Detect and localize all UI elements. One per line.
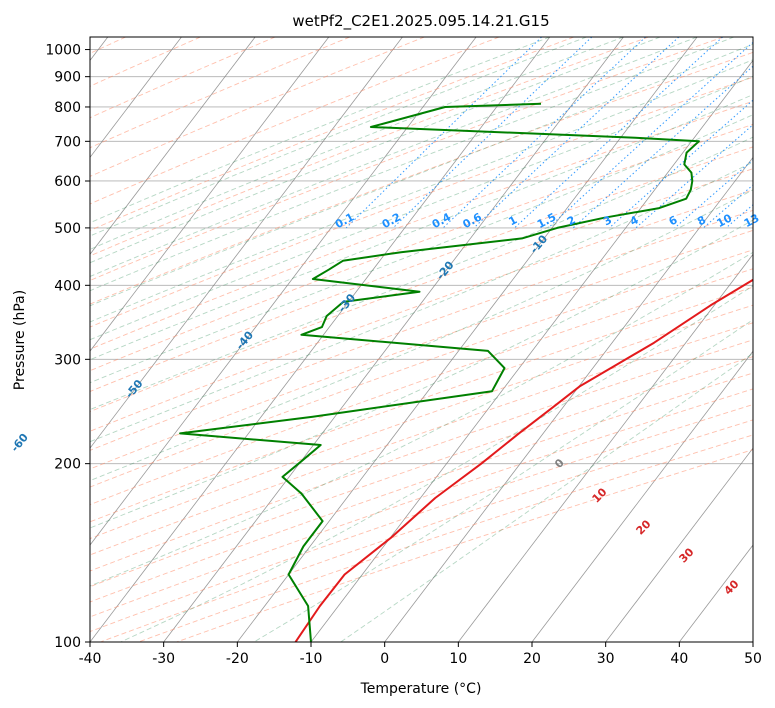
x-tick-label: -30 <box>152 651 175 667</box>
y-tick-label: 600 <box>54 174 81 190</box>
mixing-ratio-line <box>392 37 593 229</box>
x-tick-label: -40 <box>79 651 102 667</box>
x-tick-label: 30 <box>597 651 615 667</box>
dry-adiabat-line <box>90 249 753 488</box>
isotherm-line <box>605 447 753 642</box>
moist-adiabat-line <box>90 37 624 250</box>
plot-frame <box>89 36 754 643</box>
y-tick-label: 100 <box>54 635 81 651</box>
moist-adiabat-line <box>90 75 753 341</box>
dry-adiabat-line <box>90 168 753 413</box>
mixing-ratio-line <box>547 41 753 229</box>
y-tick-label: 300 <box>54 352 81 368</box>
dry-adiabat-line <box>90 51 753 305</box>
mixing-ratio-line <box>572 65 753 229</box>
dry-adiabat-line <box>90 76 753 328</box>
dry-adiabat-line <box>90 268 753 506</box>
sounding-series <box>179 102 753 642</box>
dry-adiabat-line <box>90 229 753 470</box>
y-tick-label: 800 <box>54 100 81 116</box>
moist-adiabat-line <box>90 37 587 237</box>
y-tick-label: 200 <box>54 457 81 473</box>
moist-adiabat-line <box>90 189 753 482</box>
dewpoint-profile-line <box>179 102 700 642</box>
isotherm-line <box>458 253 753 642</box>
dry-adiabat-line <box>90 37 500 205</box>
pressure-gridlines <box>90 49 753 642</box>
isotherm-lines <box>90 37 753 642</box>
chart-title: wetPf2_C2E1.2025.095.14.21.G15 <box>292 12 549 31</box>
x-tick-label: -10 <box>300 651 323 667</box>
moist-adiabat-line <box>253 319 753 642</box>
moist-adiabat-line <box>340 352 753 642</box>
dry-adiabat-line <box>90 37 649 257</box>
mixing-ratio-line <box>473 37 680 229</box>
y-tick-label: 700 <box>54 134 81 150</box>
x-tick-label: 0 <box>380 651 389 667</box>
moist-adiabat-line <box>90 161 753 443</box>
mixing-ratio-label: 13 <box>742 211 762 230</box>
x-tick-label: -20 <box>226 651 249 667</box>
dry-adiabat-line <box>90 322 753 556</box>
y-tick-label: 500 <box>54 221 81 237</box>
moist-adiabat-line <box>90 37 550 224</box>
isotherm-line <box>90 37 551 642</box>
dry-adiabat-line <box>90 339 753 572</box>
x-tick-label: 50 <box>744 651 762 667</box>
moist-adiabat-line <box>90 43 753 307</box>
dry-adiabat-line <box>90 146 753 392</box>
y-axis-label: Pressure (hPa) <box>12 290 28 390</box>
dry-adiabat-line <box>90 189 753 432</box>
moist-adiabat-line <box>90 37 661 264</box>
mixing-ratio-line <box>635 124 753 229</box>
mixing-ratio-line <box>514 37 723 229</box>
dry-adiabat-line <box>90 123 753 372</box>
x-tick-label: 10 <box>449 651 467 667</box>
dry-adiabat-line <box>90 209 753 451</box>
isotherm-line <box>163 37 624 642</box>
isotherm-line <box>90 37 330 352</box>
y-axis-ticks: 100 200 300 400 500 600 700 800 900 1000 <box>45 43 90 651</box>
temperature-profile-line <box>294 278 753 642</box>
dry-adiabat-line <box>90 37 276 119</box>
moist-adiabat-line <box>90 251 753 587</box>
mixing-ratio-label: 10 <box>715 211 735 230</box>
y-tick-label: 1000 <box>45 43 81 59</box>
isotherm-line <box>531 350 753 642</box>
moist-adiabat-line <box>90 219 753 529</box>
isotherm-line <box>90 37 477 546</box>
isotherm-line <box>90 37 403 449</box>
dry-adiabat-line <box>90 37 724 281</box>
dry-adiabat-line <box>90 286 753 523</box>
isotherm-line <box>384 156 753 642</box>
moist-adiabat-line <box>90 94 753 361</box>
y-tick-label: 400 <box>54 278 81 294</box>
dry-adiabat-lines <box>90 37 753 642</box>
moist-adiabat-line <box>90 114 753 384</box>
dry-adiabat-line <box>90 304 753 540</box>
isotherm-line <box>90 37 182 159</box>
mixing-ratio-lines <box>345 37 753 229</box>
dry-adiabat-line <box>90 37 425 177</box>
moist-adiabat-lines <box>90 37 753 642</box>
y-tick-label: 900 <box>54 70 81 86</box>
plot-area <box>90 37 753 642</box>
x-tick-label: 20 <box>523 651 541 667</box>
moist-adiabat-line <box>90 59 753 323</box>
mixing-ratio-line <box>345 37 542 229</box>
x-axis-ticks: -40 -30 -20 -10 0 10 20 30 40 50 <box>79 642 762 667</box>
x-tick-label: 40 <box>670 651 688 667</box>
x-axis-label: Temperature (°C) <box>360 681 482 697</box>
